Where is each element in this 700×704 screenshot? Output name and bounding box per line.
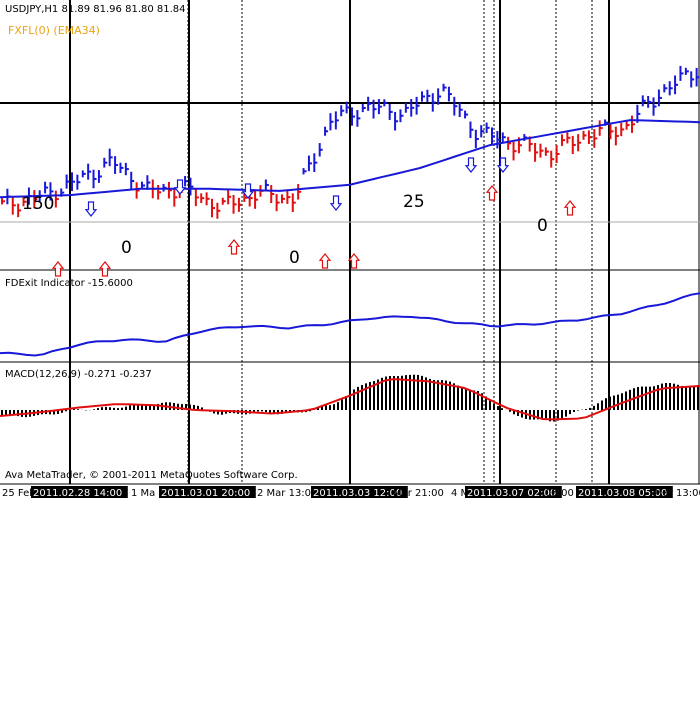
time-label-highlight <box>465 486 562 498</box>
buy-arrow-icon <box>98 261 112 277</box>
sell-arrow-icon <box>84 201 98 217</box>
sell-arrow-icon <box>173 179 187 195</box>
buy-arrow-icon <box>51 261 65 277</box>
time-axis-label: 2011.03.07 02:00 <box>467 488 556 499</box>
annotation-25: 25 <box>403 192 425 212</box>
sell-arrow-icon <box>329 195 343 211</box>
indicator-lines <box>0 119 700 422</box>
time-axis-label: 2011.02.28 14:00 <box>33 488 122 499</box>
sell-arrow-icon <box>464 157 478 173</box>
buy-arrow-icon <box>318 253 332 269</box>
fdexit-line <box>0 292 700 357</box>
sell-arrow-icon <box>496 157 510 173</box>
time-axis-label: 4 M <box>451 488 469 499</box>
time-axis-label: Mar 13:00 <box>654 488 700 499</box>
annotation-150: 150 <box>22 194 54 214</box>
time-label-highlight <box>31 486 128 498</box>
time-axis-label: 2011.03.03 12:00 <box>313 488 402 499</box>
buy-arrow-icon <box>563 200 577 216</box>
macd-signal-line <box>0 378 700 421</box>
time-label-highlight <box>159 486 256 498</box>
time-axis-label: 2011.03.01 20:00 <box>161 488 250 499</box>
buy-arrow-icon <box>485 185 499 201</box>
time-axis-label: 2011.03.08 05:00 <box>578 488 667 499</box>
macd-header: MACD(12,26,9) -0.271 -0.237 <box>5 369 152 380</box>
buy-arrow-icon <box>347 253 361 269</box>
sell-arrow-icon <box>241 183 255 199</box>
time-axis-label: 05:00 <box>545 488 574 499</box>
time-axis-label: 2 Mar 13:00 <box>257 488 317 499</box>
annotation-0-c: 0 <box>537 216 548 236</box>
annotation-0-b: 0 <box>289 248 300 268</box>
time-label-highlight <box>576 486 673 498</box>
main-panel-header: USDJPY,H1 81.89 81.96 81.80 81.84 <box>5 4 186 15</box>
buy-arrow-icon <box>227 239 241 255</box>
price-bars <box>1 65 700 219</box>
fdexit-header: FDExit Indicator -15.6000 <box>5 278 133 289</box>
signal-arrows <box>51 157 577 277</box>
time-axis-label: 25 Feb <box>2 488 36 499</box>
main-panel-legend: FXFL(0) (EMA34) <box>8 24 100 37</box>
grid-lines <box>0 0 700 484</box>
time-label-highlight <box>311 486 408 498</box>
time-axis-label: Mar 21:00 <box>393 488 444 499</box>
copyright-text: Ava MetaTrader, © 2001-2011 MetaQuotes S… <box>5 470 298 481</box>
annotation-0-a: 0 <box>121 238 132 258</box>
time-axis-label: 1 Ma <box>131 488 155 499</box>
ema34-line <box>0 119 700 199</box>
